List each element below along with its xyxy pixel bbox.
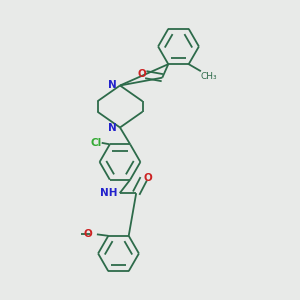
Text: N: N [108, 123, 117, 133]
Text: CH₃: CH₃ [201, 72, 217, 81]
Text: O: O [84, 229, 92, 239]
Text: O: O [143, 173, 152, 183]
Text: Cl: Cl [90, 138, 101, 148]
Text: NH: NH [100, 188, 117, 198]
Text: N: N [108, 80, 117, 90]
Text: O: O [137, 69, 146, 80]
